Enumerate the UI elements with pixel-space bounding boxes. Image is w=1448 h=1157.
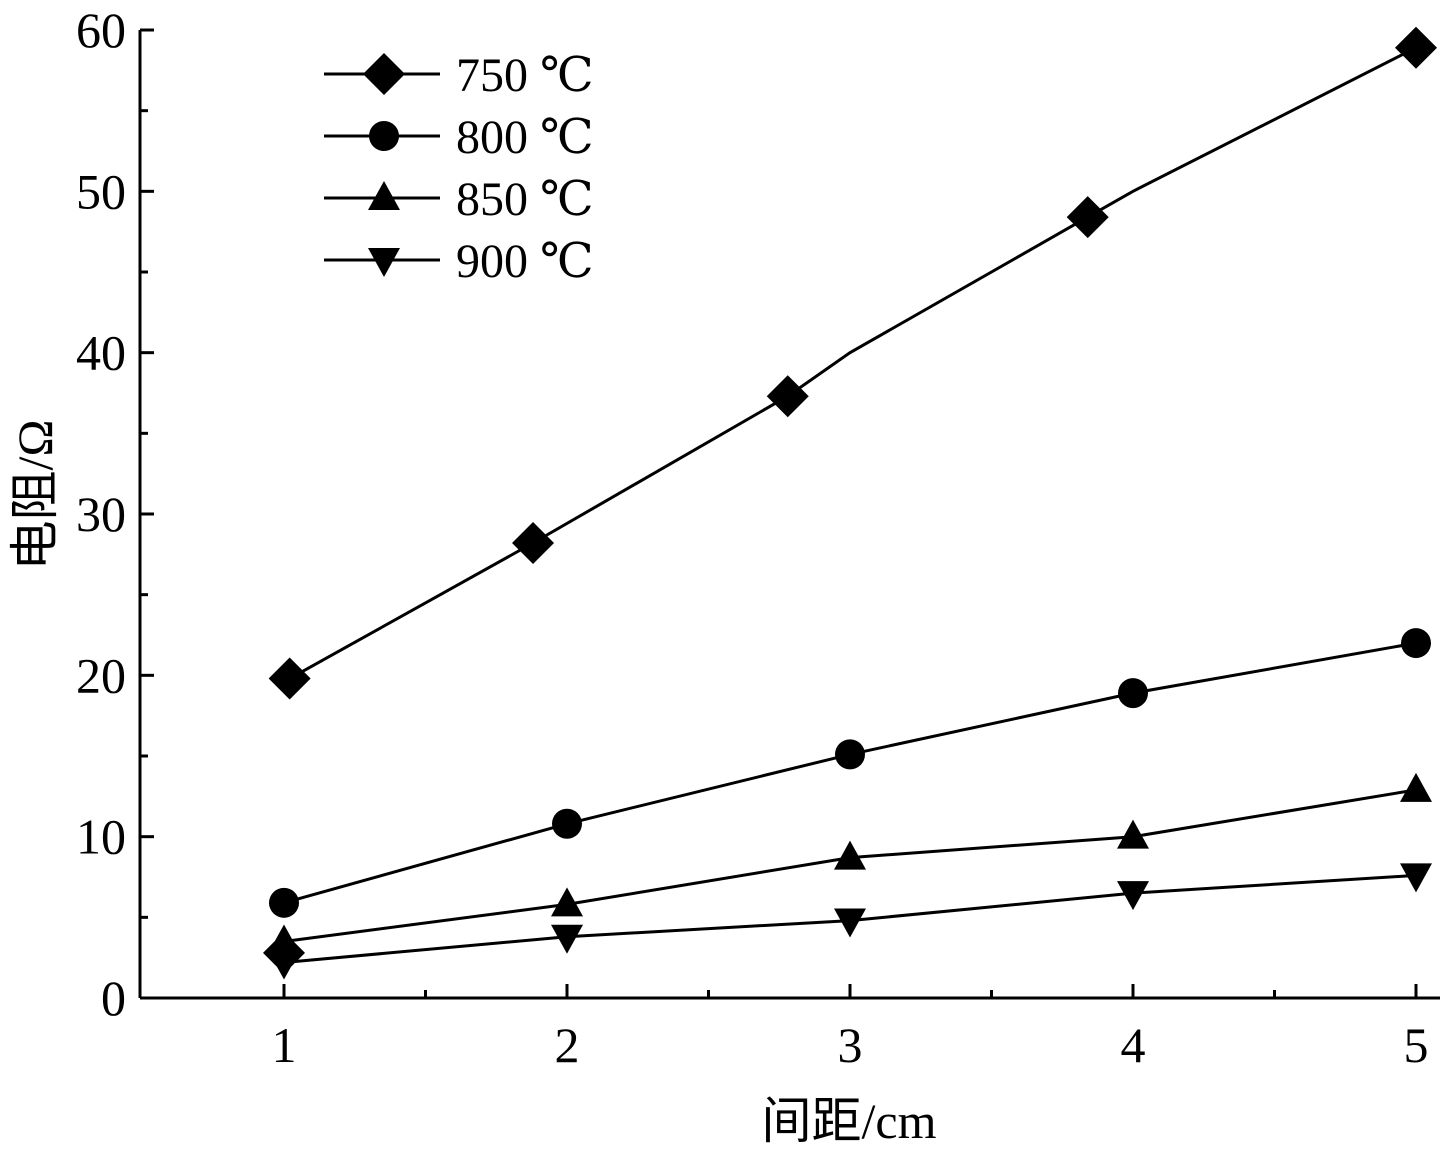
- series-diamond: [268, 26, 1437, 700]
- data-point-diamond: [1395, 26, 1437, 69]
- data-point-circle: [835, 739, 865, 770]
- legend-marker-triangle-down: [368, 248, 400, 277]
- y-tick-label: 60: [76, 2, 126, 58]
- legend-marker-circle: [369, 121, 399, 151]
- legend-label: 900 ℃: [456, 235, 594, 288]
- data-point-triangle-down: [551, 924, 583, 954]
- legend-item: 850 ℃: [324, 173, 594, 226]
- series-triangle-down: [268, 863, 1432, 980]
- series-layer: [263, 26, 1437, 980]
- data-point-triangle-up: [834, 840, 866, 870]
- x-tick-label: 4: [1121, 1017, 1146, 1073]
- legend-label: 800 ℃: [456, 111, 594, 164]
- y-tick-label: 50: [76, 163, 126, 219]
- data-point-diamond: [268, 657, 311, 700]
- data-point-circle: [552, 808, 582, 839]
- y-tick-label: 0: [101, 970, 126, 1026]
- data-point-triangle-up: [1117, 819, 1149, 849]
- data-point-triangle-down: [1117, 881, 1149, 911]
- data-point-circle: [1118, 678, 1148, 709]
- x-tick-label: 3: [838, 1017, 863, 1073]
- x-axis-title: 间距/cm: [762, 1093, 937, 1149]
- y-tick-label: 40: [76, 325, 126, 381]
- legend-item: 800 ℃: [324, 111, 594, 164]
- legend-label: 850 ℃: [456, 173, 594, 226]
- data-point-triangle-down: [1400, 863, 1432, 893]
- y-tick-label: 30: [76, 486, 126, 542]
- data-point-triangle-up: [551, 887, 583, 917]
- y-axis-title: 电阻/Ω: [7, 419, 63, 570]
- data-point-diamond: [263, 931, 305, 974]
- y-tick-label: 10: [76, 809, 126, 865]
- data-point-triangle-up: [1400, 772, 1432, 802]
- data-point-diamond: [766, 375, 809, 418]
- legend-marker-diamond: [363, 53, 405, 95]
- y-tick-label: 20: [76, 647, 126, 703]
- x-tick-label: 5: [1404, 1017, 1429, 1073]
- data-point-triangle-down: [834, 908, 866, 938]
- legend: 750 ℃ 800 ℃ 850 ℃ 900 ℃: [324, 49, 594, 288]
- axes: 0 10 20 30 40 50 60 1 2 3 4 5: [76, 2, 1440, 1073]
- series-circle: [269, 628, 1431, 918]
- legend-item: 750 ℃: [324, 49, 594, 102]
- x-tick-label: 2: [555, 1017, 580, 1073]
- data-point-diamond: [1066, 196, 1109, 239]
- legend-item: 900 ℃: [324, 235, 594, 288]
- x-tick-label: 1: [272, 1017, 297, 1073]
- data-point-circle: [269, 887, 299, 918]
- data-point-diamond: [512, 522, 555, 565]
- data-point-circle: [1401, 628, 1431, 659]
- legend-label: 750 ℃: [456, 49, 594, 102]
- legend-marker-triangle-up: [368, 181, 400, 210]
